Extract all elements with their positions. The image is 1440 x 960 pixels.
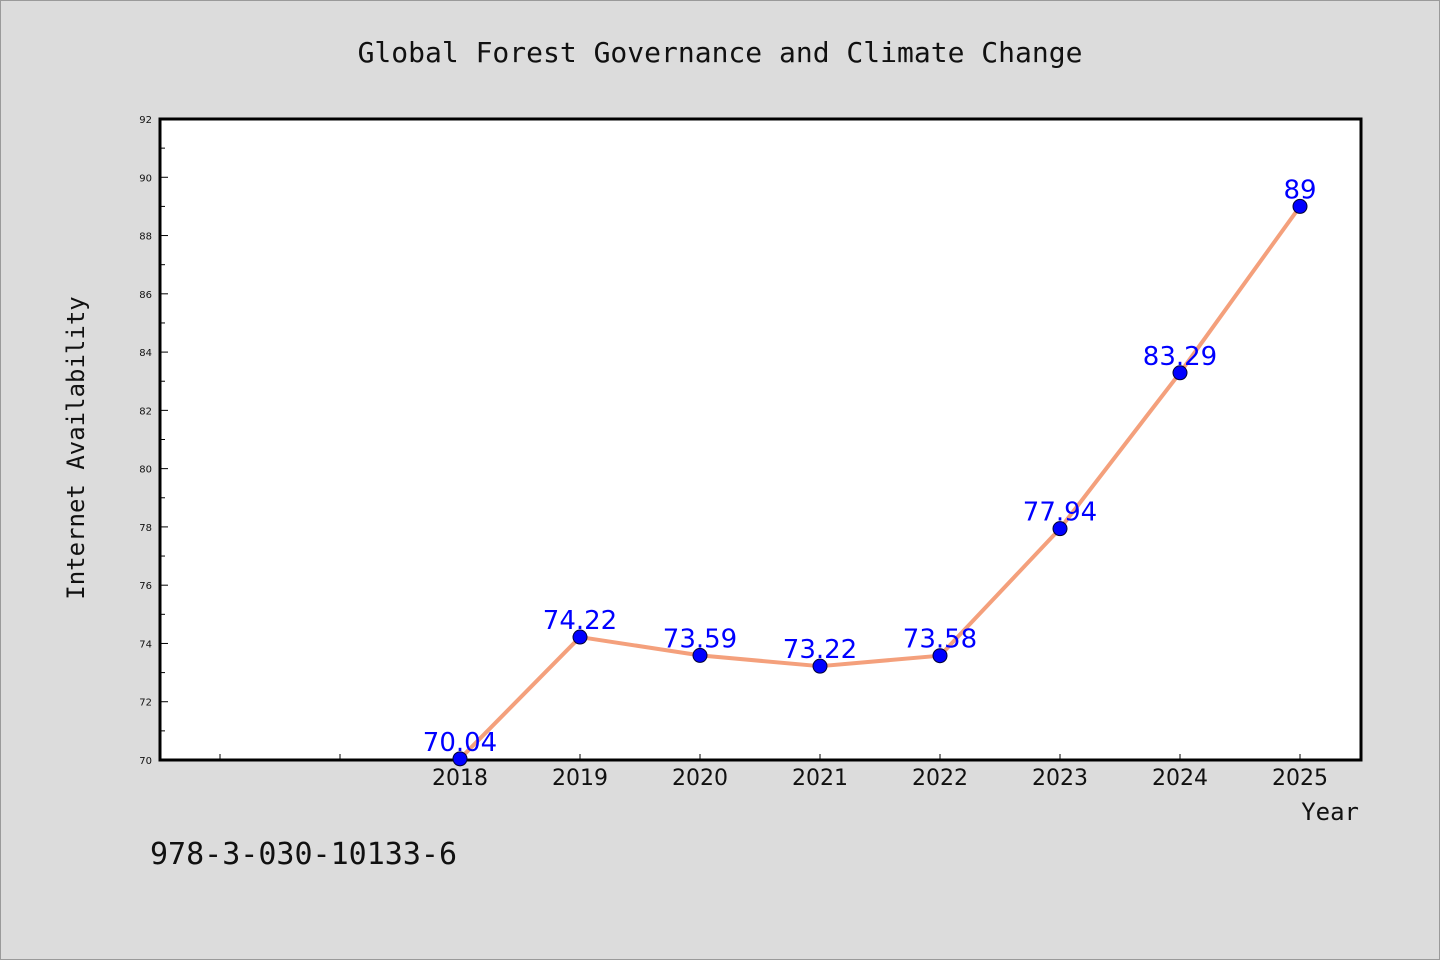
data-point [452,751,468,767]
x-tick-label: 2024 [1152,766,1208,791]
y-tick-label: 72 [139,698,152,709]
data-point [932,648,948,664]
data-label: 74.22 [543,606,617,636]
data-point [1172,365,1188,381]
y-axis-label: Internet Availability [62,296,90,599]
x-tick-label: 2025 [1272,766,1328,791]
x-tick-label: 2021 [792,766,848,791]
x-tick-label: 2022 [912,766,968,791]
isbn-text: 978-3-030-10133-6 [150,837,457,872]
data-label: 73.59 [663,624,737,654]
data-label-group: 70.04 74.22 73.59 73.22 73.58 77.94 83.29 89 [423,175,1317,757]
y-tick-label: 90 [139,173,152,184]
x-axis-label: Year [1301,798,1359,826]
y-tick-label: 88 [139,232,152,243]
x-tick-label: 2018 [432,766,488,791]
data-point [812,658,828,674]
plot-area [158,117,1363,762]
data-label: 77.94 [1023,498,1097,528]
data-point [1292,198,1308,214]
y-axis: 70 72 74 76 78 80 82 84 86 88 90 92 [139,115,168,767]
data-point [1052,521,1068,537]
data-label: 70.04 [423,728,497,758]
y-tick-label: 76 [139,581,152,592]
series-line-group [458,205,1302,761]
y-tick-label: 92 [139,115,152,126]
series-line [458,205,1302,761]
y-tick-label: 78 [139,523,152,534]
y-tick-label: 84 [139,348,152,359]
y-tick-label: 80 [139,465,152,476]
marker-group [452,198,1308,767]
x-tick-label: 2019 [552,766,608,791]
x-tick-label: 2020 [672,766,728,791]
data-point [572,629,588,645]
data-label: 83.29 [1143,342,1217,372]
data-label: 73.58 [903,625,977,655]
y-tick-label: 74 [139,639,152,650]
y-tick-label: 70 [139,756,152,767]
chart-title: Global Forest Governance and Climate Cha… [358,36,1083,69]
data-label: 73.22 [783,635,857,665]
y-tick-label: 82 [139,406,152,417]
x-tick-label: 2023 [1032,766,1088,791]
data-label: 89 [1283,175,1316,205]
x-axis: 2018 2019 2020 2021 2022 2023 2024 2025 [219,754,1328,791]
y-tick-label: 86 [139,290,152,301]
data-point [692,647,708,663]
